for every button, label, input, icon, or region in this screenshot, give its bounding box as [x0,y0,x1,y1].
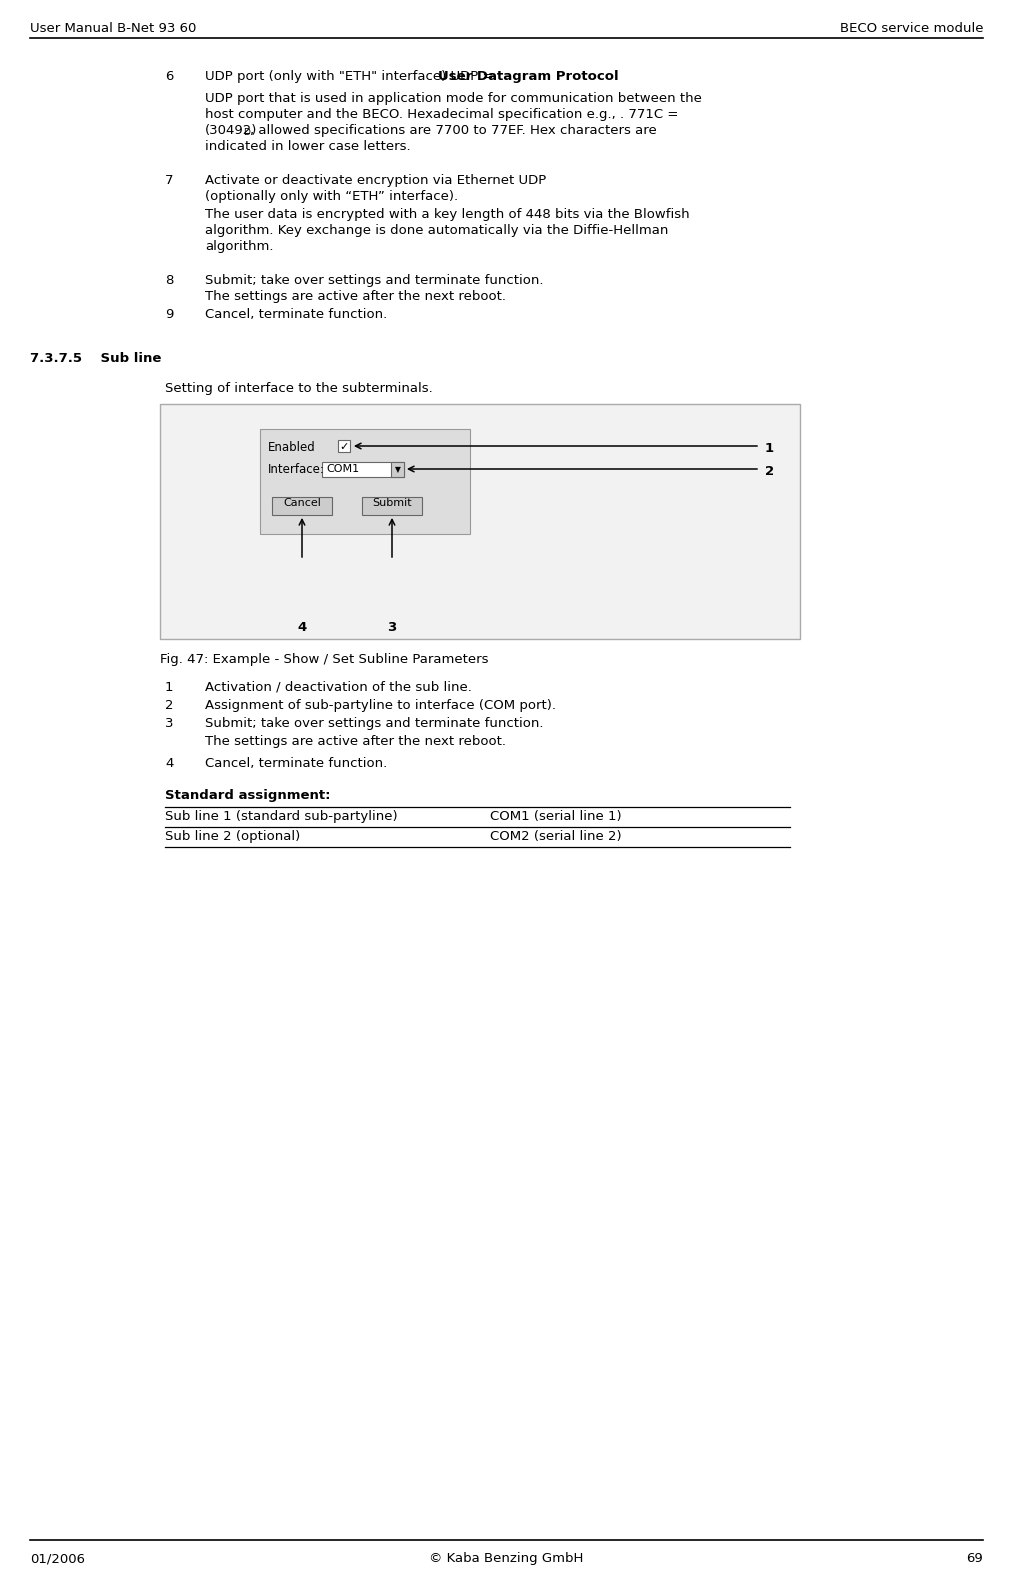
Text: 4: 4 [165,758,173,770]
Text: algorithm.: algorithm. [205,239,274,254]
Text: Cancel, terminate function.: Cancel, terminate function. [205,758,387,770]
Text: The user data is encrypted with a key length of 448 bits via the Blowfish: The user data is encrypted with a key le… [205,208,690,221]
Text: The settings are active after the next reboot.: The settings are active after the next r… [205,290,506,302]
Text: Submit; take over settings and terminate function.: Submit; take over settings and terminate… [205,717,544,729]
Text: ✓: ✓ [339,443,348,452]
Text: 9: 9 [165,309,173,321]
Text: 6: 6 [165,69,173,83]
Text: Standard assignment:: Standard assignment: [165,789,330,802]
Text: (optionally only with “ETH” interface).: (optionally only with “ETH” interface). [205,191,458,203]
Text: Interface:: Interface: [268,463,325,476]
Text: The settings are active after the next reboot.: The settings are active after the next r… [205,736,506,748]
Text: © Kaba Benzing GmbH: © Kaba Benzing GmbH [428,1551,583,1566]
Text: 7: 7 [165,173,173,187]
Text: User Datagram Protocol: User Datagram Protocol [438,69,619,83]
Text: COM1: COM1 [326,465,360,474]
Text: 8: 8 [165,274,173,287]
Text: 2: 2 [765,465,774,477]
Text: Activation / deactivation of the sub line.: Activation / deactivation of the sub lin… [205,680,472,695]
Text: Submit: Submit [372,498,412,509]
Text: Activate or deactivate encryption via Ethernet UDP: Activate or deactivate encryption via Et… [205,173,546,187]
Text: Sub line 2 (optional): Sub line 2 (optional) [165,830,300,843]
Bar [322,461,404,477]
Bar [272,498,332,515]
Text: Submit; take over settings and terminate function.: Submit; take over settings and terminate… [205,274,544,287]
Text: 1: 1 [765,443,774,455]
Text: Cancel, terminate function.: Cancel, terminate function. [205,309,387,321]
Text: 3: 3 [165,717,173,729]
Bar [160,405,800,639]
Text: Assignment of sub-partyline to interface (COM port).: Assignment of sub-partyline to interface… [205,699,556,712]
Text: Cancel: Cancel [283,498,321,509]
Text: COM1 (serial line 1): COM1 (serial line 1) [490,810,622,824]
Text: (30492): (30492) [205,124,257,137]
Text: , allowed specifications are 7700 to 77EF. Hex characters are: , allowed specifications are 7700 to 77E… [250,124,656,137]
Text: ▼: ▼ [395,465,401,474]
Text: Enabled: Enabled [268,441,316,454]
Text: 01/2006: 01/2006 [30,1551,85,1566]
Text: algorithm. Key exchange is done automatically via the Diffie-Hellman: algorithm. Key exchange is done automati… [205,224,669,236]
Text: 3: 3 [387,621,397,635]
Text: 69: 69 [966,1551,983,1566]
Text: Setting of interface to the subterminals.: Setting of interface to the subterminals… [165,383,433,395]
Text: UDP port (only with "ETH" interface) UDP =: UDP port (only with "ETH" interface) UDP… [205,69,497,83]
Text: Sub line 1 (standard sub-partyline): Sub line 1 (standard sub-partyline) [165,810,398,824]
Bar [260,428,470,534]
Text: 2: 2 [165,699,173,712]
Text: indicated in lower case letters.: indicated in lower case letters. [205,140,410,153]
Text: 1: 1 [165,680,173,695]
Text: BECO service module: BECO service module [840,22,983,35]
Text: 7.3.7.5    Sub line: 7.3.7.5 Sub line [30,351,161,365]
Text: 4: 4 [298,621,307,635]
Text: host computer and the BECO. Hexadecimal specification e.g., . 771C =: host computer and the BECO. Hexadecimal … [205,109,679,121]
Text: User Manual B-Net 93 60: User Manual B-Net 93 60 [30,22,197,35]
Text: Fig. 47: Example - Show / Set Subline Parameters: Fig. 47: Example - Show / Set Subline Pa… [160,654,488,666]
Bar [338,439,350,452]
Bar [391,461,404,477]
Text: COM2 (serial line 2): COM2 (serial line 2) [490,830,622,843]
Bar [362,498,422,515]
Text: D: D [243,128,250,137]
Text: UDP port that is used in application mode for communication between the: UDP port that is used in application mod… [205,91,702,106]
